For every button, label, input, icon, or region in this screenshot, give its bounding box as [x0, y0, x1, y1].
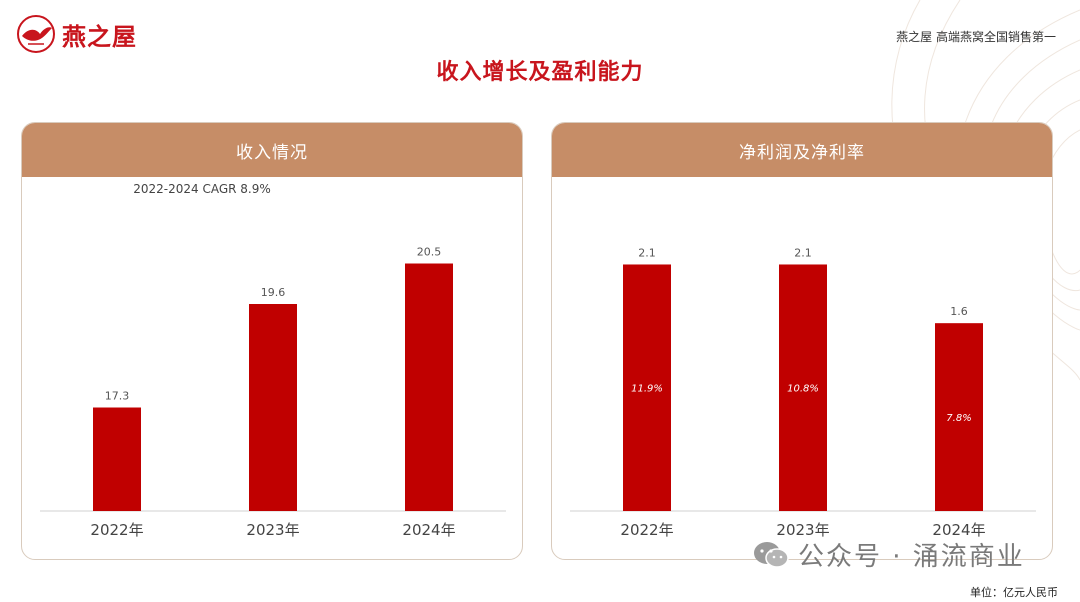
brand-name: 燕之屋 [62, 21, 137, 51]
chart-subtitle: 2022-2024 CAGR 8.9% [133, 182, 271, 196]
net-margin-label: 10.8% [787, 384, 819, 395]
swallow-logo-icon [17, 15, 55, 53]
page-title: 收入增长及盈利能力 [436, 60, 644, 85]
watermark: 公众号 · 涌流商业 [752, 536, 1025, 573]
bar-2022年 [623, 264, 671, 511]
watermark-text: 公众号 · 涌流商业 [798, 542, 1025, 572]
bar-value-label: 19.6 [261, 286, 286, 299]
x-tick-label: 2022年 [90, 521, 143, 539]
bar-value-label: 2.1 [794, 246, 812, 259]
wechat-icon [754, 541, 789, 568]
x-tick-label: 2024年 [932, 521, 985, 539]
brand-logo: 燕之屋 [16, 14, 137, 54]
net-margin-label: 11.9% [631, 384, 663, 395]
bar-2023年 [779, 264, 827, 511]
bar-value-label: 1.6 [950, 305, 968, 318]
net-profit-bar-chart: 2.1 11.9% 2022年 2.1 10.8% 2023年 1.6 7.8% 2024年 [570, 246, 1036, 539]
bar-2022年 [93, 407, 141, 511]
x-tick-label: 2023年 [246, 521, 299, 539]
bar-value-label: 2.1 [638, 246, 656, 259]
revenue-bar-chart: 2022-2024 CAGR 8.9% 17.3 2022年 19.6 2023年 20.… [40, 182, 506, 539]
bar-2023年 [249, 304, 297, 511]
brand-tagline: 燕之屋 高端燕窝全国销售第一 [896, 30, 1056, 44]
bar-value-label: 20.5 [417, 246, 442, 259]
bar-2024年 [935, 323, 983, 511]
x-tick-label: 2022年 [620, 521, 673, 539]
net-profit-panel: 净利润及净利率 2.1 11.9% 2022年 2.1 10.8% 2023年 1.6 7.8… [551, 122, 1053, 560]
net-margin-label: 7.8% [946, 413, 971, 424]
x-tick-label: 2023年 [776, 521, 829, 539]
bar-2024年 [405, 263, 453, 511]
net-profit-panel-header: 净利润及净利率 [552, 123, 1052, 177]
unit-note: 单位：亿元人民币 [970, 586, 1058, 599]
revenue-panel: 收入情况 2022-2024 CAGR 8.9% 17.3 2022年 19.6 202… [21, 122, 523, 560]
x-tick-label: 2024年 [402, 521, 455, 539]
bar-value-label: 17.3 [105, 390, 130, 403]
revenue-panel-header: 收入情况 [22, 123, 522, 177]
